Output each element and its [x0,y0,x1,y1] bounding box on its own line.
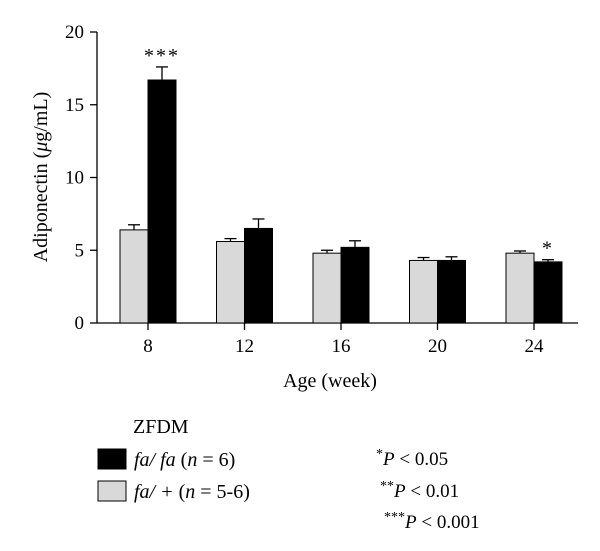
bar-fa-fa-week-12 [244,227,273,324]
x-axis-title: Age (week) [283,370,377,392]
x-tick-label: 12 [235,336,254,357]
bar-fa-fa-week-24 [533,261,563,324]
y-ticks: 0 5 10 15 20 [65,22,97,334]
y-tick-label: 15 [65,95,84,116]
sig-key-p01: **P < 0.01 [380,479,459,502]
x-tick-label: 24 [525,336,545,357]
legend-title: ZFDM [133,416,189,438]
bar-fa-plus-week-16 [312,252,342,324]
significance-marker: * [542,238,554,260]
bar-fa-plus-week-8 [119,229,149,324]
y-tick-label: 0 [75,313,85,334]
y-tick-label: 5 [75,240,85,261]
y-axis-title: Adiponectin (μg/mL) [30,92,52,263]
bar-fa-plus-week-24 [505,252,535,324]
significance-key: *P < 0.05 **P < 0.01 ***P < 0.001 [376,447,480,533]
bar-fa-fa-week-20 [437,259,466,324]
legend-label-fa-plus: fa/ + (n = 5-6) [134,481,250,503]
significance-annotations: **** [144,45,554,260]
x-ticks: 8 12 16 20 24 [143,323,544,357]
error-bars [128,66,554,262]
x-tick-label: 20 [428,336,447,357]
bar-fa-fa-week-16 [340,246,370,324]
sig-key-p001: ***P < 0.001 [384,510,480,533]
legend-swatch-fa-fa [97,448,127,470]
significance-marker: *** [144,45,180,67]
bars [119,79,563,324]
y-tick-label: 20 [65,22,84,43]
x-tick-label: 8 [143,336,153,357]
y-tick-label: 10 [65,168,84,189]
bar-fa-fa-week-8 [147,79,177,324]
legend-swatch-fa-plus [97,480,127,502]
legend: ZFDM fa/ fa (n = 6) fa/ + (n = 5-6) [97,416,250,503]
sig-key-p05: *P < 0.05 [376,447,448,470]
x-tick-label: 16 [332,336,351,357]
bar-fa-plus-week-20 [409,259,438,324]
bar-fa-plus-week-12 [216,241,245,324]
legend-label-fa-fa: fa/ fa (n = 6) [134,449,235,471]
